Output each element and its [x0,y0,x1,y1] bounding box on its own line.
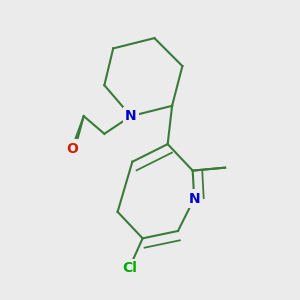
Text: N: N [188,192,200,206]
Text: Cl: Cl [122,261,137,275]
Text: N: N [125,109,137,123]
Text: O: O [66,142,78,155]
Text: N: N [125,109,137,123]
